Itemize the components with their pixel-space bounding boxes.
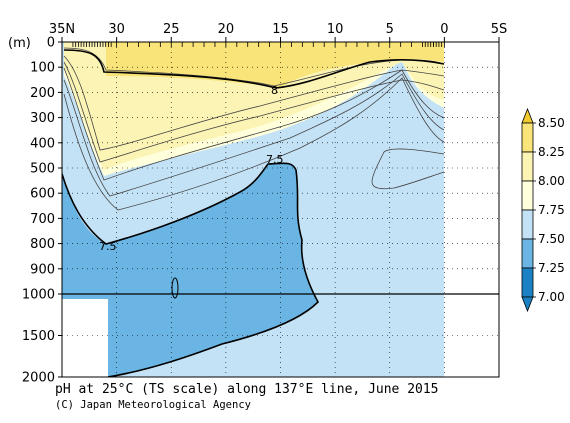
- colorbar-label: 7.50: [538, 232, 565, 246]
- y-tick-label: 0: [47, 36, 55, 51]
- colorbar-label: 7.75: [538, 203, 565, 217]
- colorbar-swatch: [521, 180, 534, 211]
- contour-7.5: [62, 162, 319, 377]
- station-ticks: [72, 42, 445, 47]
- y-tick-label: 700: [30, 212, 55, 227]
- colorbar-label: 8.00: [538, 174, 565, 188]
- contour-label: 7.5: [99, 240, 117, 253]
- chart-title: pH at 25°C (TS scale) along 137°E line, …: [55, 382, 439, 397]
- x-tick-label: 20: [218, 22, 235, 37]
- colorbar-swatch: [521, 238, 534, 269]
- x-tick-label: 0: [440, 22, 448, 37]
- x-axis: 35N 30 25 20 15 10 5 0 5S: [49, 22, 507, 42]
- x-tick-label: 5: [386, 22, 394, 37]
- contour-label: 7.5: [266, 153, 284, 166]
- colorbar-swatch: [521, 151, 534, 182]
- colorbar-label: 7.25: [538, 261, 565, 275]
- y-tick-label: 2000: [22, 371, 55, 386]
- y-tick-label: 400: [30, 136, 55, 151]
- colorbar-label: 8.25: [538, 145, 565, 159]
- contour-8: [63, 49, 445, 89]
- colorbar-label: 8.50: [538, 116, 565, 130]
- contour-fills: [62, 42, 444, 377]
- y-axis-unit: (m): [8, 36, 31, 51]
- grid-lines: [62, 42, 499, 377]
- y-axis: 0 100 200 300 400 500 600 700 800 900 1000 1500 2000: [22, 36, 62, 386]
- bold-contours: [62, 49, 445, 377]
- colorbar-label: 7.00: [538, 290, 565, 304]
- colorbar-top-arrow: [521, 107, 534, 124]
- x-tick-label: 25: [163, 22, 180, 37]
- y-tick-label: 600: [30, 187, 55, 202]
- y-tick-label: 300: [30, 111, 55, 126]
- y-tick-label: 800: [30, 237, 55, 252]
- y-tick-label: 1500: [22, 329, 55, 344]
- x-tick-label: 15: [272, 22, 289, 37]
- y-tick-label: 100: [30, 61, 55, 76]
- x-tick-label: 35N: [49, 22, 75, 37]
- contour-label: 8: [271, 84, 278, 97]
- colorbar-swatch: [521, 209, 534, 240]
- contour-line: [63, 73, 445, 197]
- contour-line: [63, 67, 445, 181]
- y-tick-label: 200: [30, 86, 55, 101]
- y-tick-label: 900: [30, 262, 55, 277]
- x-tick-label: 10: [327, 22, 344, 37]
- contour-labels: 8 7.5 7.5: [99, 84, 284, 253]
- contour-line: [63, 55, 445, 151]
- contour-7.5-island: [171, 277, 179, 299]
- credit-text: (C) Japan Meteorological Agency: [55, 399, 251, 411]
- contour-line: [63, 77, 445, 211]
- contour-line: [371, 148, 445, 190]
- x-tick-label: 30: [108, 22, 125, 37]
- fill-7.25-7.50: [62, 163, 318, 377]
- y-tick-label: 1000: [22, 288, 55, 303]
- colorbar-swatch: [521, 122, 534, 153]
- x-tick-label: 5S: [491, 22, 508, 37]
- colorbar: 8.50 8.25 8.00 7.75 7.50 7.25 7.00: [521, 107, 565, 313]
- colorbar-bottom-arrow: [521, 296, 534, 313]
- no-data-area: [62, 299, 108, 377]
- colorbar-swatch: [521, 267, 534, 298]
- y-tick-label: 500: [30, 162, 55, 177]
